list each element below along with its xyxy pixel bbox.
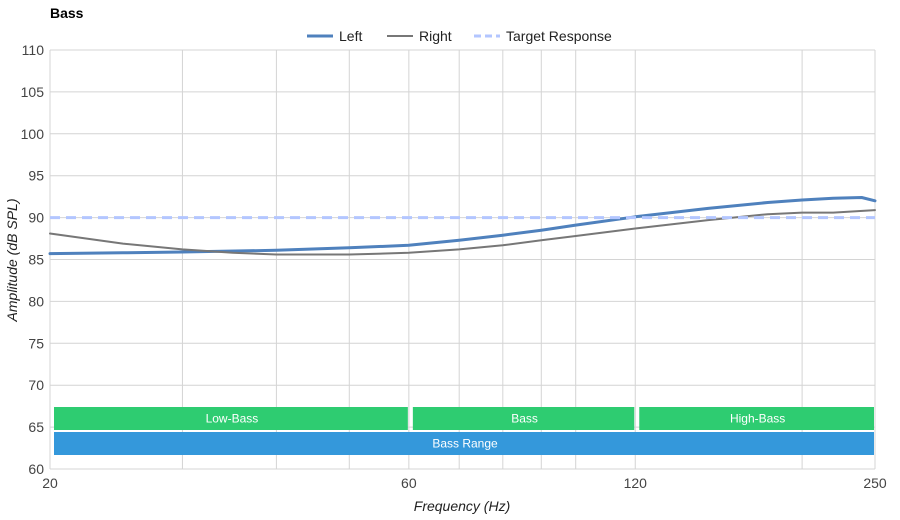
band-low-bass bbox=[54, 407, 408, 430]
x-axis-title: Frequency (Hz) bbox=[414, 498, 510, 514]
y-tick-label: 110 bbox=[22, 42, 45, 58]
legend-label: Target Response bbox=[506, 28, 612, 44]
y-tick-label: 60 bbox=[28, 461, 44, 477]
y-tick-label: 100 bbox=[21, 126, 45, 142]
band-high-bass bbox=[639, 407, 874, 430]
series-line-left bbox=[48, 196, 877, 256]
band-label: Bass bbox=[511, 412, 538, 426]
x-tick-label: 60 bbox=[401, 475, 417, 491]
band-bass-range bbox=[54, 432, 874, 455]
chart-title: Bass bbox=[50, 5, 84, 21]
y-tick-label: 105 bbox=[21, 84, 45, 100]
y-tick-label: 80 bbox=[28, 293, 44, 309]
y-tick-label: 70 bbox=[28, 377, 44, 393]
y-tick-label: 95 bbox=[28, 168, 44, 184]
legend: Left Right Target Response bbox=[307, 28, 612, 44]
band-label: Low-Bass bbox=[206, 412, 259, 426]
legend-label: Left bbox=[339, 28, 362, 44]
grid bbox=[49, 49, 876, 470]
y-tick-label: 85 bbox=[28, 252, 44, 268]
series-line-right bbox=[49, 209, 876, 256]
series-lines bbox=[48, 196, 877, 256]
x-tick-label: 250 bbox=[863, 475, 887, 491]
band-label: High-Bass bbox=[730, 412, 785, 426]
y-tick-label: 75 bbox=[28, 335, 44, 351]
frequency-bands: Low-Bass Bass High-Bass Bass Range bbox=[54, 407, 874, 455]
y-tick-label: 90 bbox=[28, 210, 44, 226]
band-bass bbox=[412, 407, 635, 430]
x-tick-label: 120 bbox=[624, 475, 648, 491]
y-axis-title: Amplitude (dB SPL) bbox=[4, 199, 20, 323]
legend-label: Right bbox=[419, 28, 452, 44]
y-tick-label: 65 bbox=[28, 419, 44, 435]
band-label: Bass Range bbox=[432, 437, 498, 451]
x-tick-label: 20 bbox=[42, 475, 58, 491]
